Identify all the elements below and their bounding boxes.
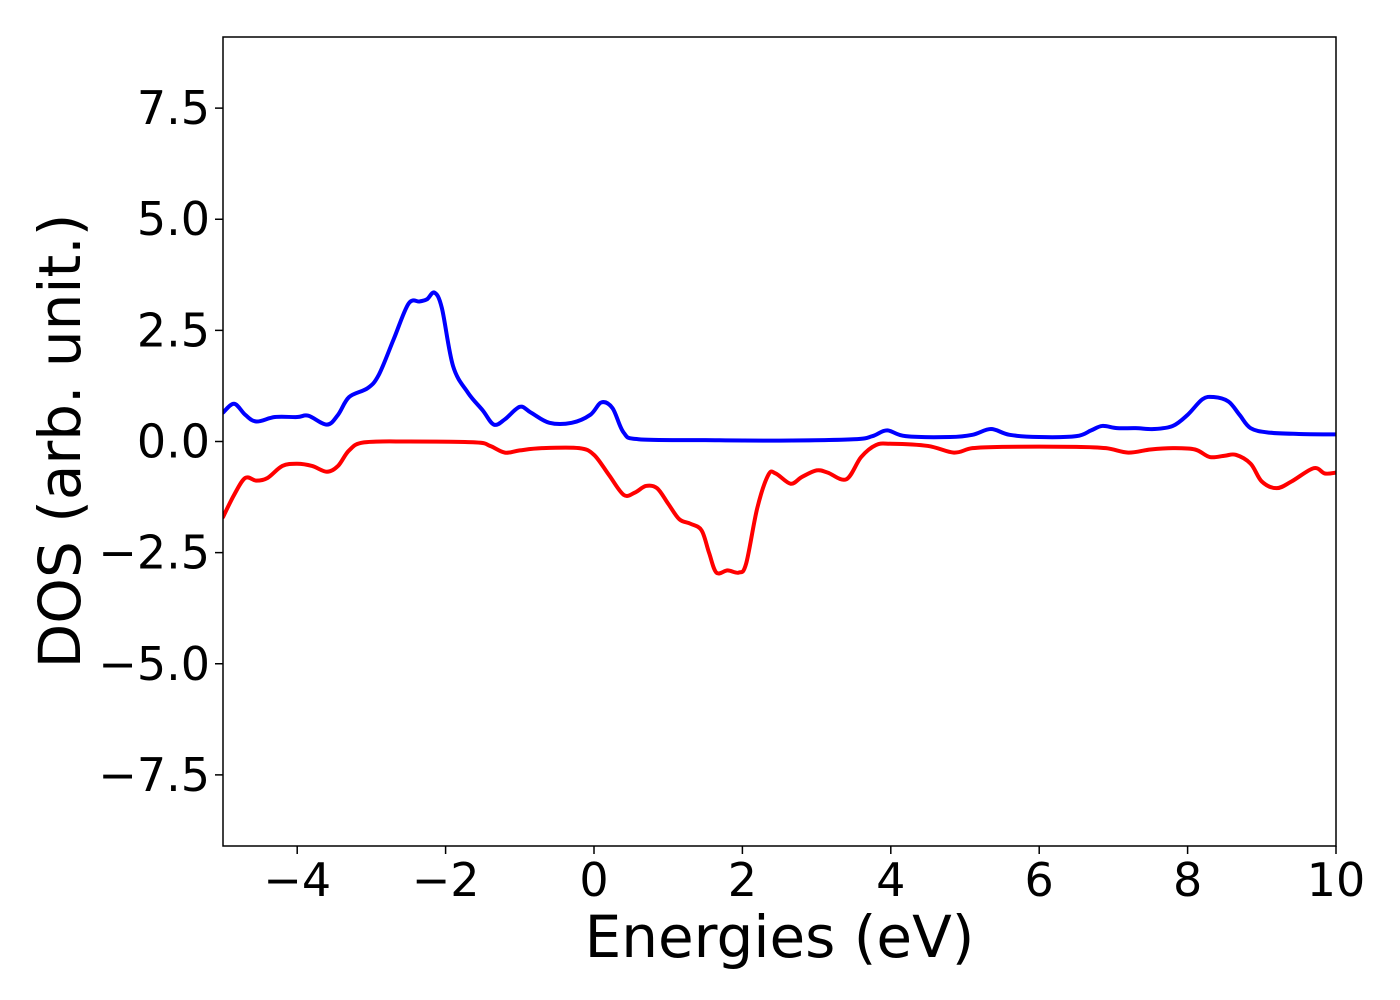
x-axis-title: Energies (eV) <box>585 903 975 971</box>
y-axis-title: DOS (arb. unit.) <box>26 214 94 669</box>
y-tick-label: 5.0 <box>137 192 210 246</box>
x-tick-label: 8 <box>1173 853 1202 907</box>
x-tick-label: 0 <box>579 853 608 907</box>
y-tick-label: 2.5 <box>137 303 210 357</box>
ticks-layer: −4 −2 0 2 4 6 8 10 7.5 5.0 2.5 0.0 −2.5 −5.0 −7.5 <box>98 81 1365 907</box>
y-tick-label: −5.0 <box>98 637 210 691</box>
x-tick-label: 2 <box>728 853 757 907</box>
series-layer <box>223 290 1336 576</box>
x-tick-label: 10 <box>1307 853 1366 907</box>
y-tick-label: −7.5 <box>98 748 210 802</box>
series-line-red <box>223 439 1336 576</box>
x-tick-label: −4 <box>263 853 331 907</box>
x-tick-label: 4 <box>876 853 905 907</box>
plot-frame <box>222 36 1337 847</box>
series-line-blue <box>223 290 1336 443</box>
y-tick-label: 7.5 <box>137 81 210 135</box>
y-tick-label: −2.5 <box>98 526 210 580</box>
x-tick-label: 6 <box>1025 853 1054 907</box>
x-tick-label: −2 <box>412 853 480 907</box>
y-tick-label: 0.0 <box>137 415 210 469</box>
